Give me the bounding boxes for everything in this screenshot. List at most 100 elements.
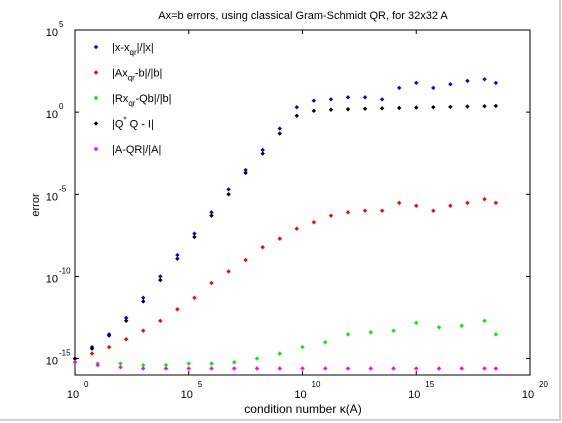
data-point [141,299,146,304]
data-point [311,219,317,225]
data-point [448,82,453,87]
data-point [482,366,487,371]
data-point [328,213,334,218]
data-point [118,364,123,370]
data-point [345,366,351,371]
x-tick-label-exponent: 10 [312,380,321,389]
data-point [436,325,442,330]
data-point [106,333,112,338]
data-point [95,362,100,368]
data-point [379,97,385,102]
data-point [396,105,402,111]
x-tick-label-exponent: 20 [539,380,548,389]
data-point [141,295,146,301]
data-point [414,203,419,208]
data-point [431,208,436,213]
data-point [414,320,419,326]
data-point [493,366,499,371]
data-point [106,344,112,350]
data-point [254,356,260,361]
legend-label: |A-QR|/|A| [112,144,161,156]
data-point [323,339,328,345]
data-point [72,356,78,361]
x-tick-label-exponent: 15 [425,380,434,389]
data-point [72,360,78,365]
data-point [414,80,419,86]
data-point [345,332,351,337]
data-point [414,105,419,110]
legend-marker [93,121,99,126]
data-point [368,366,373,371]
data-point [209,280,214,286]
x-tick-label: 10 [294,389,306,401]
y-tick-label: 10 [46,191,58,203]
data-point [158,318,163,323]
y-tick-label-exponent: -10 [59,266,71,275]
data-point [118,361,123,366]
data-point [226,269,231,274]
data-point [396,200,402,206]
data-point [89,346,95,351]
data-point [379,208,385,213]
data-point [277,366,282,371]
data-point [209,210,214,215]
data-point [493,200,499,206]
y-tick-label: 10 [46,109,58,121]
data-point [277,126,282,131]
data-point [482,77,487,82]
data-point [186,366,191,371]
data-point [163,362,169,368]
data-point [260,245,265,250]
x-tick-label: 10 [522,389,534,401]
data-point [328,107,334,112]
series-3 [72,103,499,361]
data-point [414,366,419,371]
data-point [277,351,282,356]
data-point [465,200,470,206]
chart-title: Ax=b errors, using classical Gram-Schmid… [158,10,448,22]
data-point [277,236,282,241]
y-axis-label: error [30,193,42,217]
plot-area [74,29,531,376]
series-2 [72,318,499,368]
data-point [493,332,499,337]
data-point [175,252,180,258]
data-point [379,106,385,111]
data-point [431,104,436,110]
data-point [158,274,163,279]
data-point [192,231,197,236]
data-point [243,167,248,173]
data-point [362,208,368,213]
data-point [493,103,499,109]
data-point [89,351,95,356]
data-point [328,97,334,102]
legend-label: |Q* Q - I| [112,116,154,131]
data-point [243,257,248,263]
data-point [482,318,487,323]
data-point [175,256,180,261]
series-1 [72,197,499,361]
legend-marker [93,70,99,75]
data-point [141,362,146,368]
y-tick-label: 10 [46,273,58,285]
data-point [345,95,351,100]
data-point [277,131,282,136]
data-point [209,213,214,218]
data-point [192,234,197,240]
data-point [123,318,129,323]
legend-marker [93,44,99,50]
data-point [243,170,248,176]
data-point [448,203,453,208]
data-point [465,78,470,84]
data-point [232,366,237,371]
data-point [431,85,436,91]
data-point [254,366,260,371]
data-point [391,366,396,371]
data-point [158,277,163,283]
legend-label: |Rxqr-Qb|/|b| [112,93,172,108]
data-point [459,323,464,328]
data-point [391,328,396,333]
data-point [186,361,191,366]
data-point [209,361,214,366]
